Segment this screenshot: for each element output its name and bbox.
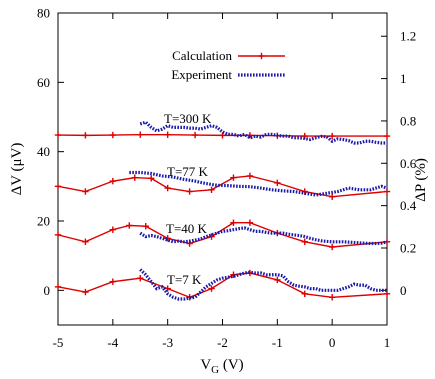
calculation-point (301, 238, 308, 246)
y-right-tick-label: 1.2 (400, 29, 416, 44)
x-tick-label: -5 (53, 335, 64, 350)
calculation-point (109, 131, 117, 139)
calculation-point (109, 177, 117, 185)
y-right-tick-label: 0.6 (400, 156, 417, 171)
annotation-t40: T=40 K (166, 221, 208, 236)
calculation-point (137, 131, 144, 138)
calculation-point (142, 222, 149, 230)
calculation-point (246, 132, 254, 139)
legend-calculation-marker (258, 52, 265, 60)
y-left-tick-label: 60 (37, 75, 50, 90)
y-left-tick-label: 20 (37, 214, 50, 229)
calculation-point (82, 288, 89, 296)
legend-calculation-label: Calculation (172, 48, 232, 63)
calculation-point (82, 132, 89, 139)
x-axis-title: VG (V) (200, 357, 243, 376)
legend: Calculation Experiment (171, 48, 285, 82)
calculation-point (208, 186, 215, 194)
y-right-tick-label: 0.2 (400, 240, 416, 255)
calculation-point (208, 285, 215, 292)
calculation-point (383, 290, 391, 297)
x-tick-label: 0 (329, 335, 336, 350)
calculation-point (164, 184, 171, 192)
calculation-point (301, 290, 308, 297)
calculation-point (246, 172, 254, 180)
y-right-tick-label: 0 (400, 283, 407, 298)
experiment-line-1 (129, 170, 388, 197)
calculation-point (274, 276, 281, 284)
y-right-tick-label: 0.4 (400, 198, 417, 213)
x-tick-label: 1 (384, 335, 391, 350)
calculation-point (230, 219, 237, 226)
calculation-point (54, 231, 62, 239)
x-tick-label: -4 (107, 335, 118, 350)
annotation-t300: T=300 K (164, 111, 212, 126)
calculation-point (54, 183, 62, 190)
calculation-line-1 (57, 175, 388, 198)
experiment-line-3 (139, 268, 387, 301)
y-left-tick-label: 80 (37, 6, 50, 21)
calculation-point (230, 271, 237, 278)
calculation-point (328, 132, 336, 140)
x-tick-label: -2 (217, 335, 228, 350)
annotation-t77: T=77 K (167, 164, 209, 179)
calculation-point (328, 243, 336, 251)
calculation-point (246, 219, 254, 226)
calculation-point (208, 233, 215, 240)
x-axis-title-base: V (200, 357, 211, 373)
series-layer (54, 120, 391, 301)
legend-experiment-label: Experiment (171, 67, 232, 82)
calculation-point (274, 179, 281, 187)
annotation-t7: T=7 K (167, 272, 202, 287)
calculation-point (328, 193, 336, 200)
calculation-line-2 (57, 222, 388, 248)
calculation-point (328, 294, 336, 301)
x-axis-title-subscript: G (211, 364, 219, 376)
calculation-point (164, 235, 171, 242)
calculation-point (383, 188, 391, 195)
calculation-point (54, 131, 62, 139)
y-right-tick-label: 0.8 (400, 113, 416, 128)
calculation-point (82, 188, 89, 195)
calculation-point (230, 174, 237, 181)
y-left-tick-label: 0 (44, 283, 51, 298)
calculation-point (186, 188, 193, 195)
experiment-line-2 (139, 226, 388, 246)
y-axis-right-title: ΔP (%) (413, 158, 429, 202)
y-axis-left-title: ΔV (μV) (9, 143, 25, 196)
calculation-point (131, 174, 138, 181)
x-axis-title-unit: (V) (219, 357, 244, 373)
calculation-point (164, 131, 171, 138)
calculation-line-0 (57, 133, 387, 137)
calculation-point (82, 238, 89, 246)
calculation-point (137, 275, 144, 282)
experiment-line-0 (139, 120, 387, 145)
calculation-point (54, 283, 62, 291)
calculation-point (148, 175, 155, 182)
calculation-point (126, 222, 133, 229)
calculation-point (109, 278, 117, 285)
x-tick-label: -3 (162, 335, 173, 350)
y-right-tick-label: 1 (400, 71, 407, 86)
x-tick-label: -1 (272, 335, 283, 350)
calculation-point (383, 132, 391, 140)
calculation-point (191, 131, 199, 139)
y-left-tick-label: 40 (37, 144, 50, 159)
calculation-point (109, 226, 117, 233)
